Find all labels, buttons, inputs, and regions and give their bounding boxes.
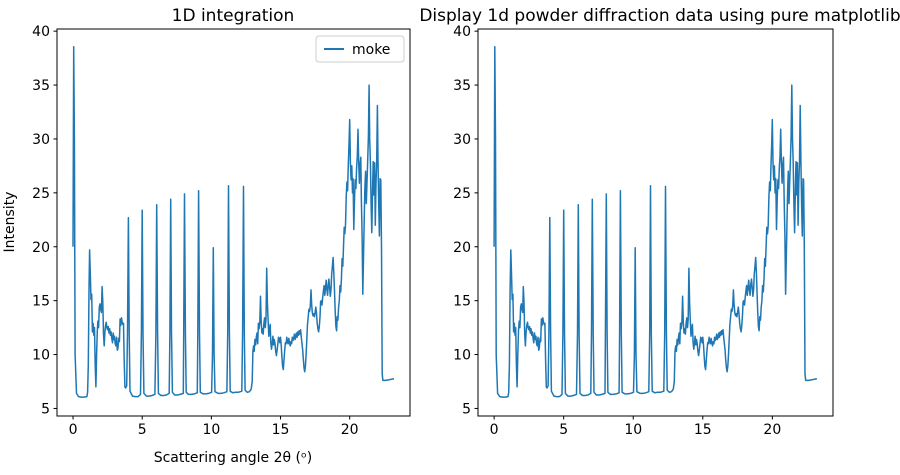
x-tick-label: 15 — [694, 422, 712, 438]
right-chart-title: Display 1d powder diffraction data using… — [419, 6, 900, 26]
y-tick-label: 40 — [32, 24, 50, 40]
left-chart-plot-area: 0 5 10 15 20 5 10 15 20 25 30 35 40 — [32, 24, 395, 438]
left-chart-title: 1D integration — [172, 6, 295, 26]
y-tick-label: 10 — [32, 348, 50, 364]
y-tick-label: 35 — [453, 78, 471, 94]
x-axis-label: Scattering angle 2θ (ᵒ) — [154, 450, 313, 466]
x-tick-label: 15 — [272, 422, 290, 438]
data-line-moke — [493, 46, 818, 398]
x-tick-label: 5 — [559, 422, 568, 438]
y-tick-label: 30 — [453, 132, 471, 148]
x-tick-label: 20 — [341, 422, 359, 438]
x-tick-label: 5 — [138, 422, 147, 438]
y-tick-label: 15 — [453, 294, 471, 310]
right-chart-plot-area: 0 5 10 15 20 5 10 15 20 25 30 35 40 — [453, 24, 818, 438]
y-tick-label: 10 — [453, 348, 471, 364]
y-tick-label: 5 — [41, 401, 50, 417]
y-tick-label: 30 — [32, 132, 50, 148]
x-tick-label: 10 — [202, 422, 220, 438]
x-tick-label: 10 — [624, 422, 642, 438]
data-line-moke — [72, 46, 395, 398]
legend: moke — [315, 35, 405, 63]
y-tick-label: 20 — [32, 240, 50, 256]
x-tick-label: 20 — [763, 422, 781, 438]
y-axis-label: Intensity — [2, 192, 18, 253]
legend-label: moke — [352, 42, 390, 58]
y-tick-label: 25 — [32, 186, 50, 202]
y-tick-label: 15 — [32, 294, 50, 310]
legend-frame — [315, 35, 405, 63]
y-tick-label: 40 — [453, 24, 471, 40]
left-axes-box — [56, 28, 411, 417]
x-tick-label: 0 — [69, 422, 78, 438]
y-tick-label: 35 — [32, 78, 50, 94]
x-tick-label: 0 — [490, 422, 499, 438]
y-tick-label: 5 — [462, 401, 471, 417]
y-tick-label: 25 — [453, 186, 471, 202]
right-axes-box — [477, 28, 834, 417]
y-tick-label: 20 — [453, 240, 471, 256]
